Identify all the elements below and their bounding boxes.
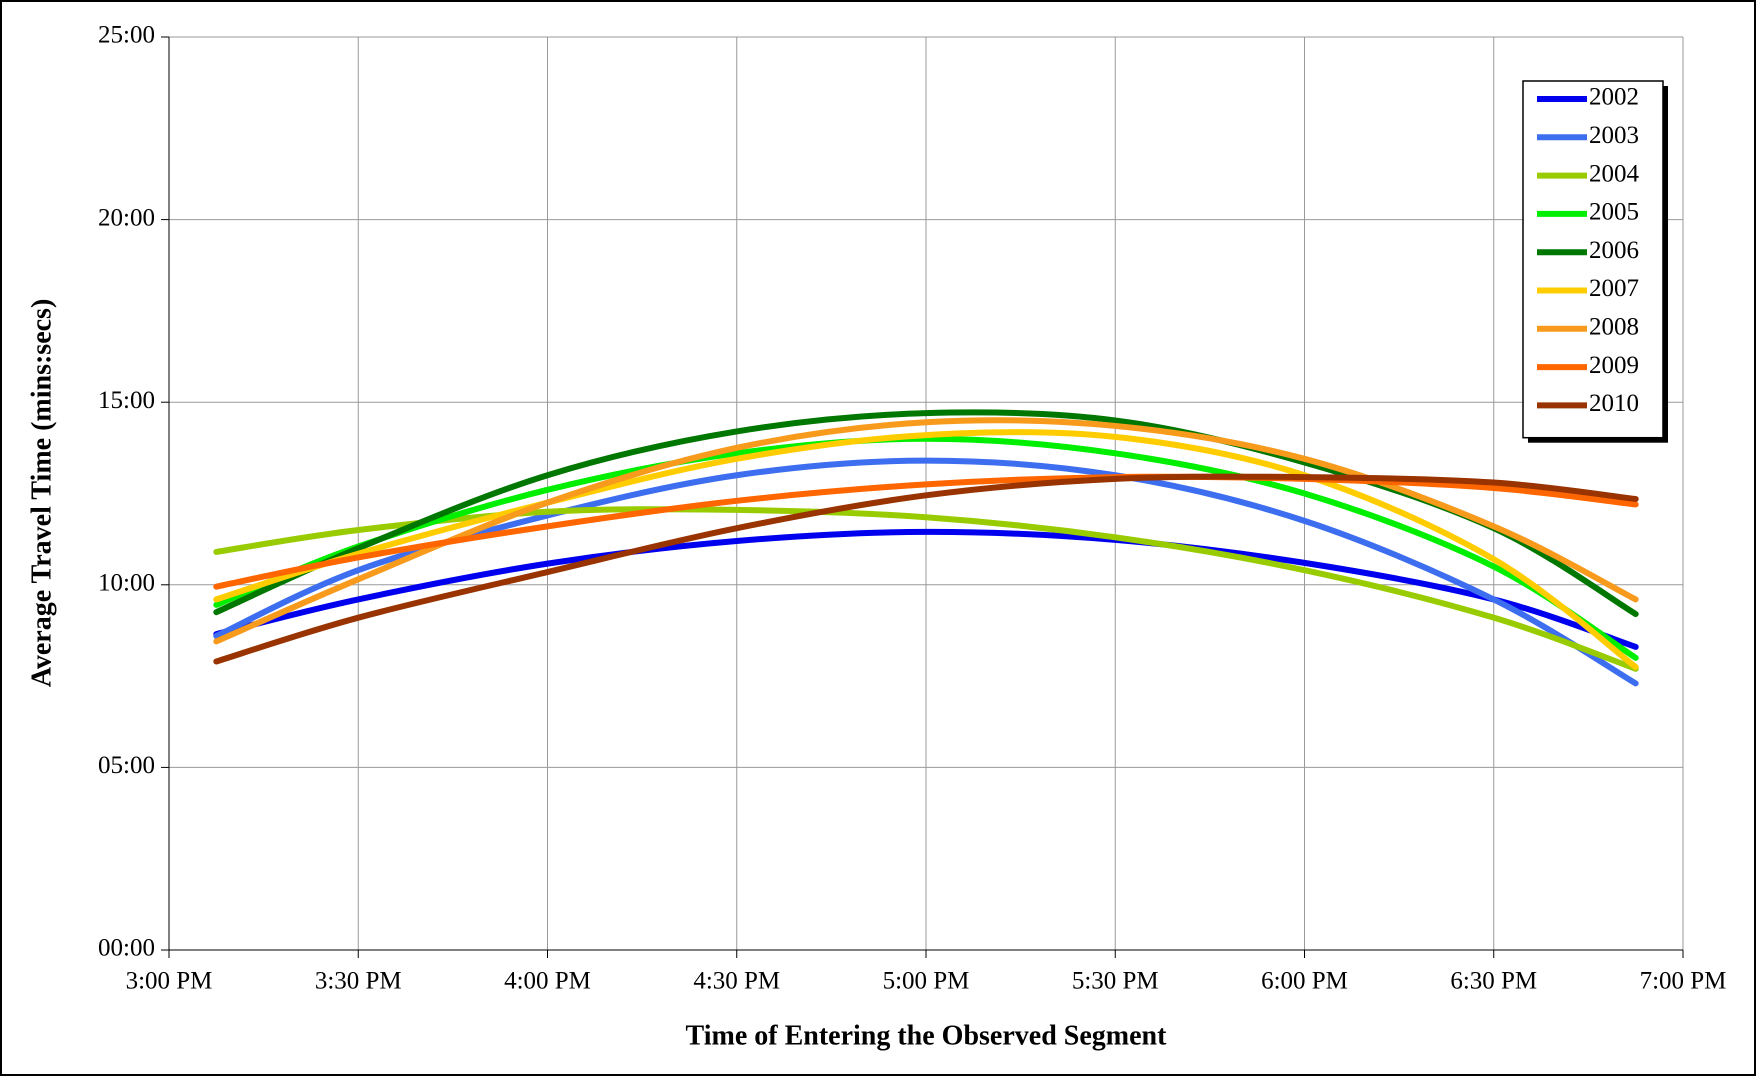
legend [1522,80,1664,439]
y-axis-label: Average Travel Time (mins:secs) [26,299,57,688]
series-line [213,528,1639,650]
series-line [213,473,1639,590]
legend-label: 2009 [1589,352,1639,379]
y-tick-label: 05:00 [98,752,155,779]
x-tick-label: 6:30 PM [1450,968,1537,995]
x-tick-label: 6:00 PM [1261,968,1348,995]
legend-label: 2005 [1589,199,1639,226]
series-line [213,417,1639,645]
y-tick-label: 20:00 [98,204,155,231]
y-tick-label: 10:00 [98,570,155,597]
legend-label: 2003 [1589,122,1639,149]
x-tick-label: 4:00 PM [504,968,591,995]
legend-label: 2008 [1589,314,1639,341]
x-tick-label: 4:30 PM [693,968,780,995]
x-tick-label: 5:30 PM [1072,968,1159,995]
series-line [213,429,1639,670]
legend-label: 2007 [1589,275,1639,302]
y-tick-label: 25:00 [98,22,155,49]
series-line [213,473,1639,665]
legend-label: 2002 [1589,84,1639,111]
x-tick-label: 7:00 PM [1640,968,1727,995]
legend-label: 2006 [1589,237,1639,264]
y-tick-label: 15:00 [98,387,155,414]
legend-label: 2004 [1589,160,1640,187]
x-axis-label: Time of Entering the Observed Segment [686,1020,1168,1051]
x-tick-label: 3:30 PM [315,968,402,995]
legend-label: 2010 [1589,390,1639,417]
x-tick-label: 3:00 PM [126,968,213,995]
series-line [213,435,1639,661]
x-tick-label: 5:00 PM [883,968,970,995]
y-tick-label: 00:00 [98,935,155,962]
